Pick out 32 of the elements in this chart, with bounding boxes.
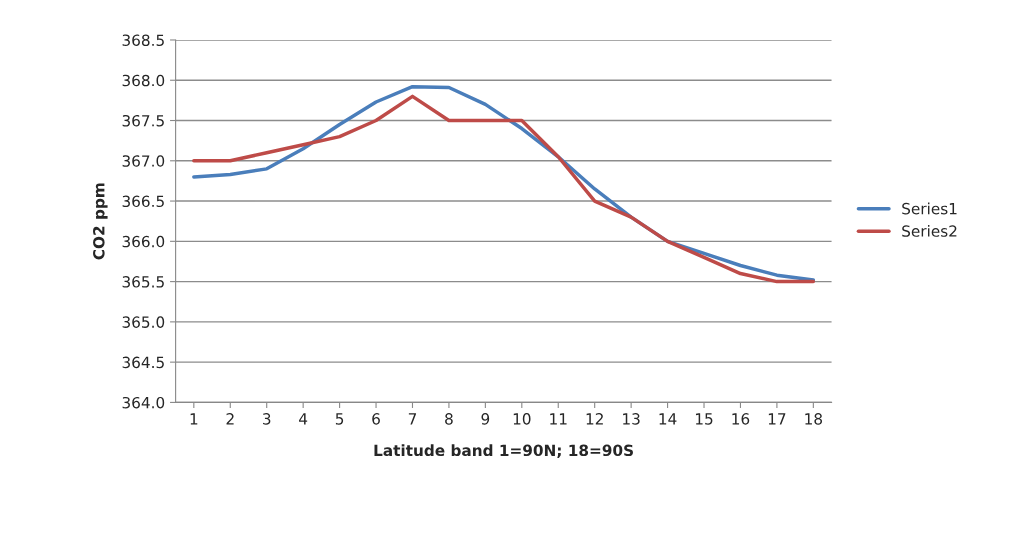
legend-label: Series1: [902, 202, 957, 215]
x-tick-label: 18: [805, 413, 823, 425]
x-axis-title: Latitude band 1=90N; 18=90S: [374, 444, 633, 459]
x-tick-label: 9: [481, 413, 490, 425]
x-tick-label: 2: [226, 413, 234, 425]
x-tick-label: 6: [372, 413, 380, 425]
legend-label: Series2: [902, 225, 957, 237]
y-tick-label: 367.5: [122, 114, 164, 127]
x-tick-label: 4: [299, 413, 308, 425]
y-axis-title: CO2 ppm: [93, 183, 108, 260]
x-tick-label: 10: [513, 413, 531, 425]
x-tick-label: 3: [263, 413, 271, 425]
y-tick-label: 368.5: [122, 34, 164, 46]
y-tick-label: 364.5: [122, 356, 164, 369]
x-tick-label: 13: [623, 413, 640, 425]
y-tick-label: 365.5: [122, 276, 164, 288]
y-tick-label: 367.0: [122, 155, 165, 167]
x-tick-label: 11: [550, 413, 567, 425]
x-tick-label: 8: [445, 413, 453, 425]
x-tick-label: 15: [695, 413, 713, 425]
x-tick-label: 1: [190, 413, 198, 425]
y-tick-label: 364.0: [122, 396, 165, 409]
x-tick-label: 7: [408, 413, 417, 425]
x-tick-label: 17: [768, 413, 786, 425]
y-tick-label: 366.5: [122, 195, 164, 208]
x-tick-label: 12: [586, 413, 603, 425]
y-tick-label: 365.0: [122, 316, 165, 328]
x-tick-label: 14: [659, 413, 677, 425]
x-tick-label: 5: [335, 413, 344, 425]
y-tick-label: 366.0: [122, 235, 165, 248]
x-tick-label: 16: [732, 413, 750, 425]
y-tick-label: 368.0: [122, 74, 165, 87]
